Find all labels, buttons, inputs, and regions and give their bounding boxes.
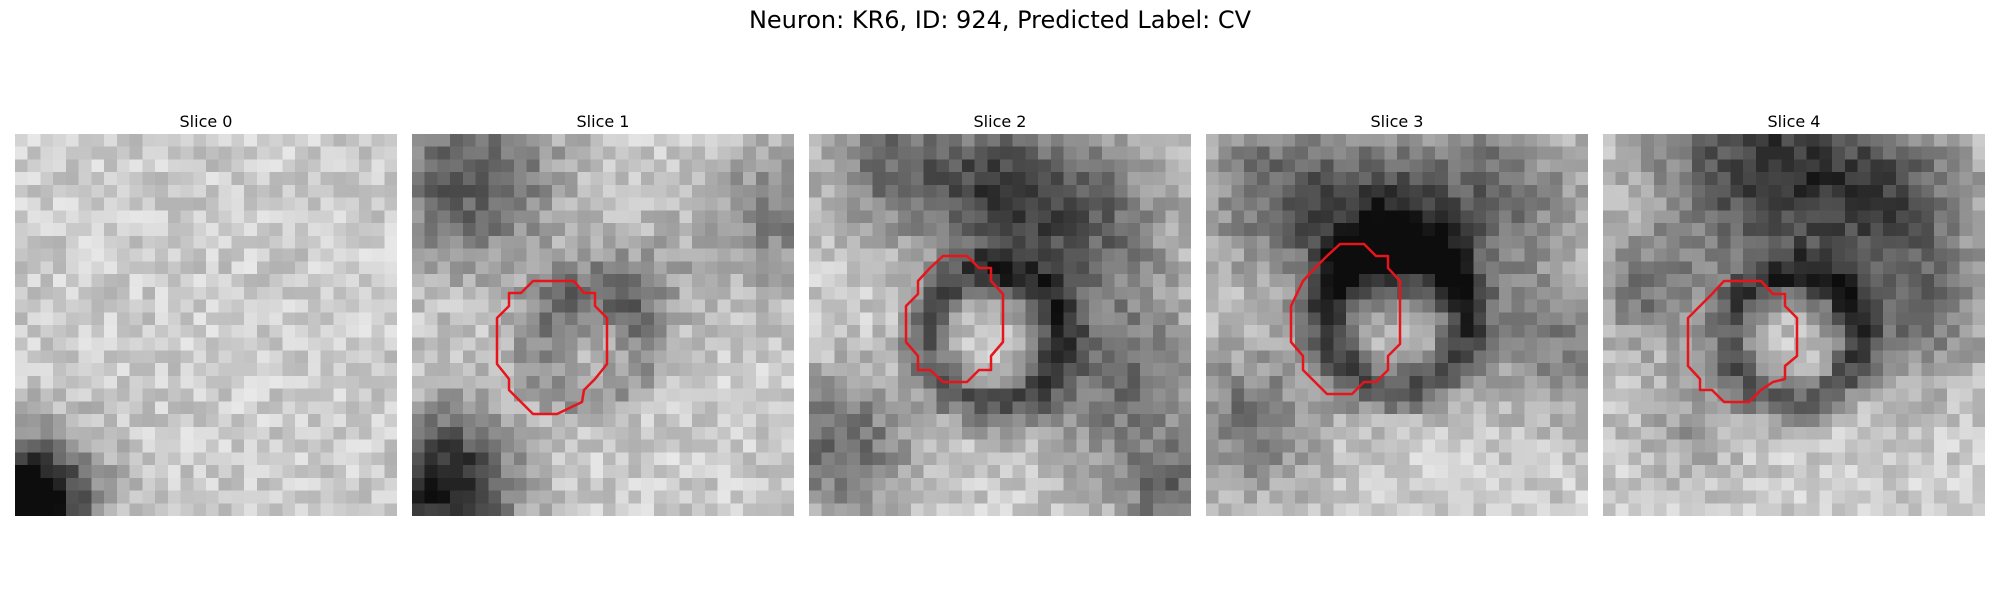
pixel-grid: [15, 134, 397, 516]
slice-panel-0: Slice 0: [15, 110, 397, 516]
slice-image: [1603, 134, 1985, 516]
figure-title: Neuron: KR6, ID: 924, Predicted Label: C…: [748, 6, 1252, 34]
slice-panel-3: Slice 3: [1206, 110, 1588, 516]
pixel-grid: [1206, 134, 1588, 516]
pixel-grid: [809, 134, 1191, 516]
slice-panel-4: Slice 4: [1603, 110, 1985, 516]
slice-panel-1: Slice 1: [412, 110, 794, 516]
slice-image: [809, 134, 1191, 516]
slice-title: Slice 3: [1370, 112, 1424, 131]
slice-title: Slice 0: [179, 112, 233, 131]
roi-outline: [1686, 279, 1799, 404]
slice-title: Slice 1: [576, 112, 630, 131]
slice-image: [15, 134, 397, 516]
slice-title: Slice 4: [1767, 112, 1821, 131]
pixel-grid: [1603, 134, 1985, 516]
roi-outline: [495, 279, 609, 416]
slice-panel-2: Slice 2: [809, 110, 1191, 516]
slice-title: Slice 2: [973, 112, 1027, 131]
slice-image: [412, 134, 794, 516]
roi-outline: [1289, 242, 1402, 396]
slice-image: [1206, 134, 1588, 516]
roi-outline: [904, 254, 1005, 384]
pixel-grid: [412, 134, 794, 516]
